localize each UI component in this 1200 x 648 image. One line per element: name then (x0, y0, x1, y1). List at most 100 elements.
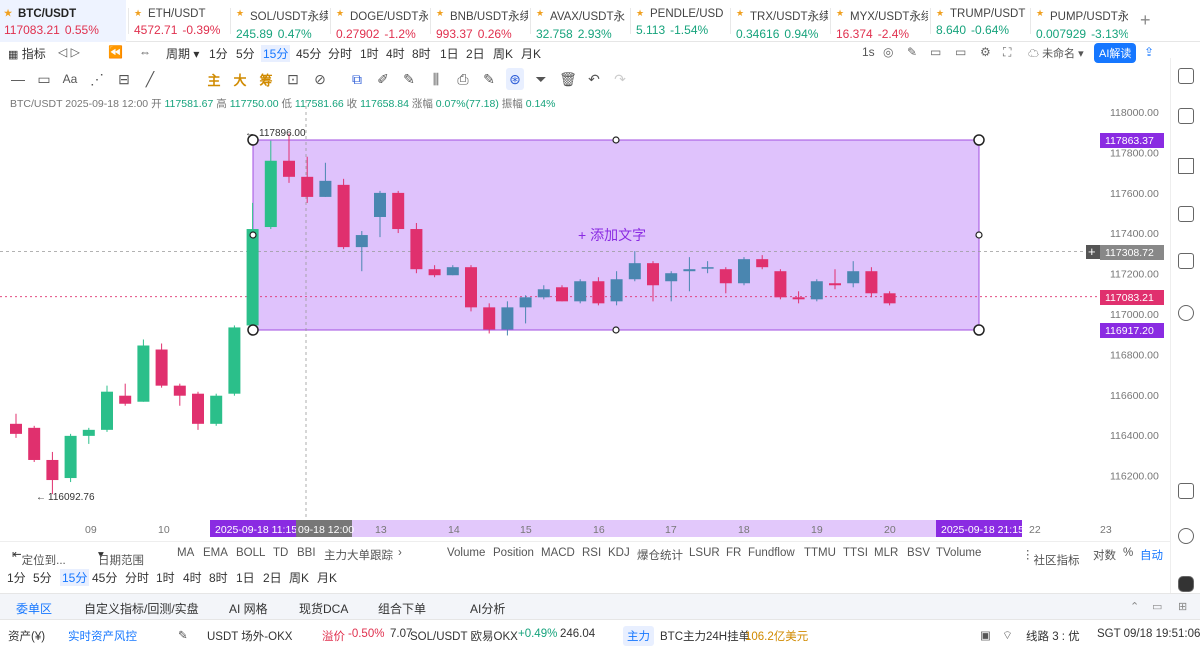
period-timeline[interactable]: 分时 (328, 47, 353, 61)
ticker-2[interactable]: SOL/USDT永续 245.890.47% (232, 0, 328, 42)
adjust-icon[interactable]: ⇔ (139, 45, 151, 59)
indicator-0[interactable]: MA (177, 547, 195, 559)
rect-mid-handle[interactable] (612, 136, 620, 144)
document-icon[interactable] (1178, 108, 1194, 124)
locate-button[interactable]: ⇤ 定位到... (12, 549, 66, 567)
indicator-11[interactable]: 爆仓统计 (637, 550, 683, 562)
ticker-8[interactable]: MYX/USDT永续 16.374-2.4% (832, 0, 928, 42)
indicator-5[interactable]: 主力大单跟踪 (324, 550, 393, 562)
lock-icon[interactable]: ⊡ (287, 70, 299, 87)
period-45m[interactable]: 45分 (296, 47, 322, 61)
rectangle-tool-icon[interactable]: ▭ (37, 70, 51, 87)
ticker-6[interactable]: PENDLE/USD 5.113-1.54% (632, 0, 728, 42)
draw-active-icon[interactable]: ⊛ (506, 68, 524, 90)
community-indicators[interactable]: ⋮ 社区指标 (1022, 549, 1080, 567)
tab-5[interactable]: AI分析 (470, 602, 506, 616)
gamepad-icon[interactable] (1178, 576, 1194, 592)
period2-9[interactable]: 2日 (263, 571, 282, 585)
period2-1[interactable]: 5分 (33, 571, 52, 585)
undo-redo-icon[interactable]: ◁ ▷ (58, 45, 80, 59)
ticker-9[interactable]: TRUMP/USDT 8.640-0.64% (932, 0, 1028, 42)
clip-icon[interactable]: ⎙ (457, 70, 469, 87)
trend-icon[interactable] (1178, 158, 1194, 174)
price-chart[interactable]: + 添加文字117896.00←116092.76←118000.0011780… (0, 100, 1170, 540)
copy-icon[interactable]: ⧉ (352, 70, 362, 87)
chip-button[interactable]: 筹 (259, 72, 273, 88)
measure-tool-icon[interactable]: ⊟ (118, 70, 130, 87)
period2-5[interactable]: 1时 (156, 571, 175, 585)
main-force-button[interactable]: 主 (207, 72, 221, 88)
expand-icon[interactable]: ▭ (1152, 601, 1163, 613)
candle-icon[interactable]: ⫼ (432, 70, 440, 87)
indicator-19[interactable]: TVolume (936, 547, 982, 559)
period2-11[interactable]: 月K (317, 571, 338, 585)
settings-icon[interactable]: ⚙ (980, 45, 991, 59)
text-tool-icon[interactable]: Aa (62, 72, 78, 86)
indicator-3[interactable]: TD (273, 547, 289, 559)
ticker-3[interactable]: DOGE/USDT永 0.27902-1.2% (332, 0, 428, 42)
indicator-14[interactable]: Fundflow (748, 547, 795, 559)
sync-icon[interactable] (1178, 305, 1194, 321)
period-2d[interactable]: 2日 (466, 47, 485, 61)
rect-mid-handle[interactable] (249, 231, 257, 239)
collapse-icon[interactable]: ⌃ (1130, 601, 1140, 613)
trendline-tool-icon[interactable]: ╱ (145, 70, 155, 87)
pen-icon[interactable]: ✎ (907, 45, 918, 59)
rect-corner-handle[interactable] (973, 134, 985, 146)
ticker-10[interactable]: PUMP/USDT永 0.007929-3.13% (1032, 0, 1128, 42)
period-15m[interactable]: 15分 (261, 45, 291, 62)
chat-icon[interactable]: ▣ (980, 630, 991, 642)
period-month[interactable]: 月K (521, 47, 542, 61)
period2-0[interactable]: 1分 (7, 571, 26, 585)
fullscreen-icon[interactable]: ⛶ (1003, 45, 1012, 59)
ticker-1[interactable]: ETH/USDT 4572.71-0.39% (130, 0, 226, 42)
indicator-7[interactable]: Position (493, 547, 534, 559)
period2-3[interactable]: 45分 (92, 571, 118, 585)
indicator-13[interactable]: FR (726, 547, 742, 559)
ticker-0[interactable]: BTC/USDT 117083.210.55% (0, 0, 126, 42)
redo-icon[interactable]: ↷ (614, 70, 626, 87)
edit-icon[interactable]: ✎ (483, 70, 495, 87)
tab-2[interactable]: AI 网格 (229, 602, 268, 616)
indicator-2[interactable]: BOLL (236, 547, 266, 559)
rect-corner-handle[interactable] (247, 134, 259, 146)
period2-2[interactable]: 15分 (60, 569, 90, 586)
indicator-17[interactable]: MLR (874, 547, 899, 559)
orderbook-icon[interactable] (1178, 68, 1194, 84)
period-1h[interactable]: 1时 (360, 47, 379, 61)
period2-4[interactable]: 分时 (125, 571, 150, 585)
indicator-12[interactable]: LSUR (689, 547, 720, 559)
share-icon[interactable]: ⇪ (1144, 45, 1155, 59)
period2-6[interactable]: 4时 (183, 571, 202, 585)
indicators-button[interactable]: ▦ 指标 (8, 47, 46, 61)
layout2-icon[interactable]: ▭ (955, 45, 967, 59)
period-8h[interactable]: 8时 (412, 47, 431, 61)
indicator-10[interactable]: KDJ (608, 547, 630, 559)
grid-icon[interactable] (1178, 253, 1194, 269)
remote-icon[interactable] (1178, 528, 1194, 544)
rect-corner-handle[interactable] (247, 324, 259, 336)
indicator-6[interactable]: Volume (447, 547, 486, 559)
indicator-8[interactable]: MACD (541, 547, 575, 559)
indicator-18[interactable]: BSV (907, 547, 931, 559)
magnet-icon[interactable]: ⊘ (314, 70, 326, 87)
period-week[interactable]: 周K (493, 47, 514, 61)
period2-8[interactable]: 1日 (236, 571, 255, 585)
filter-icon[interactable]: ⏷ (535, 70, 547, 87)
rewind-icon[interactable]: ⏪ (108, 45, 123, 59)
date-range-dropdown[interactable]: 日期范围 ▾ (98, 549, 144, 567)
pattern-tool-icon[interactable]: ⋰ (90, 70, 104, 87)
period2-7[interactable]: 8时 (209, 571, 228, 585)
log-scale-toggle[interactable]: 对数 (1093, 550, 1116, 562)
big-order-button[interactable]: 大 (233, 72, 247, 88)
risk-control-link[interactable]: 实时资产风控 (68, 631, 137, 643)
camera-icon[interactable]: ◎ (883, 45, 894, 59)
calendar-icon[interactable] (1178, 483, 1194, 499)
add-ticker-icon[interactable]: + (1140, 10, 1151, 30)
delete-icon[interactable]: 🗑 (559, 70, 577, 87)
period-1d[interactable]: 1日 (440, 47, 459, 61)
scroll-right-icon[interactable]: › (398, 547, 402, 559)
line-status[interactable]: 线路 3 : 优 (1026, 631, 1080, 643)
